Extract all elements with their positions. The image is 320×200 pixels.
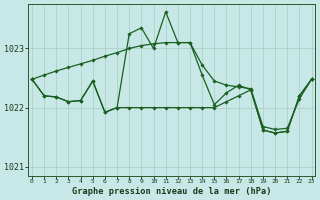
X-axis label: Graphe pression niveau de la mer (hPa): Graphe pression niveau de la mer (hPa) — [72, 187, 272, 196]
